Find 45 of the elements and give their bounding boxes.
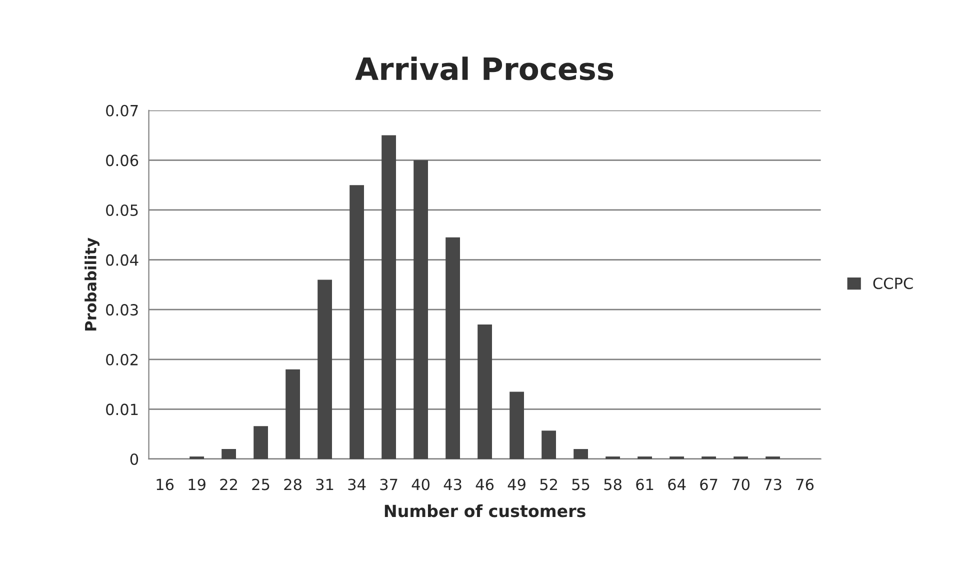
x-tick-label: 52 (540, 478, 557, 490)
x-tick-label: 64 (668, 478, 686, 490)
y-tick-label: 0.03 (106, 304, 138, 316)
legend-label: CCPC (873, 278, 913, 290)
x-axis-title: Number of customers (384, 504, 586, 518)
x-tick-label: 76 (796, 478, 814, 490)
x-tick-label: 22 (220, 478, 237, 490)
x-tick-label: 43 (444, 478, 462, 490)
x-tick-label: 28 (284, 478, 302, 490)
y-tick-label: 0.04 (106, 254, 138, 266)
x-tick-label: 70 (732, 478, 750, 490)
x-tick-label: 67 (700, 478, 718, 490)
bar (254, 426, 268, 459)
bar (446, 237, 460, 459)
x-tick-label: 49 (508, 478, 526, 490)
y-tick-label: 0.01 (106, 404, 138, 416)
y-tick-label: 0.02 (106, 354, 138, 366)
x-tick-label: 16 (156, 478, 174, 490)
bar (318, 280, 332, 459)
bar (574, 449, 588, 459)
bar (478, 324, 492, 459)
y-tick-label: 0.06 (106, 154, 138, 166)
y-tick-label: 0 (130, 453, 138, 466)
y-tick-label: 0.07 (106, 104, 138, 116)
x-tick-label: 73 (764, 478, 782, 490)
bar (382, 135, 396, 459)
bar (222, 449, 236, 459)
x-tick-label: 61 (636, 478, 654, 490)
bar (350, 185, 364, 459)
y-axis-title: Probability (84, 238, 100, 330)
x-tick-label: 31 (316, 478, 334, 490)
bar (414, 160, 428, 459)
x-tick-label: 46 (476, 478, 494, 490)
chart-title: Arrival Process (355, 56, 614, 80)
x-tick-label: 58 (604, 478, 622, 490)
y-tick-label: 0.05 (106, 204, 138, 216)
bar (542, 430, 556, 459)
x-tick-label: 37 (380, 478, 398, 490)
x-tick-label: 40 (412, 478, 430, 490)
x-tick-label: 19 (188, 478, 206, 490)
x-tick-label: 34 (348, 478, 366, 490)
x-tick-label: 55 (572, 478, 590, 490)
bar (510, 392, 524, 459)
bar (286, 369, 300, 459)
x-tick-label: 25 (252, 478, 270, 490)
